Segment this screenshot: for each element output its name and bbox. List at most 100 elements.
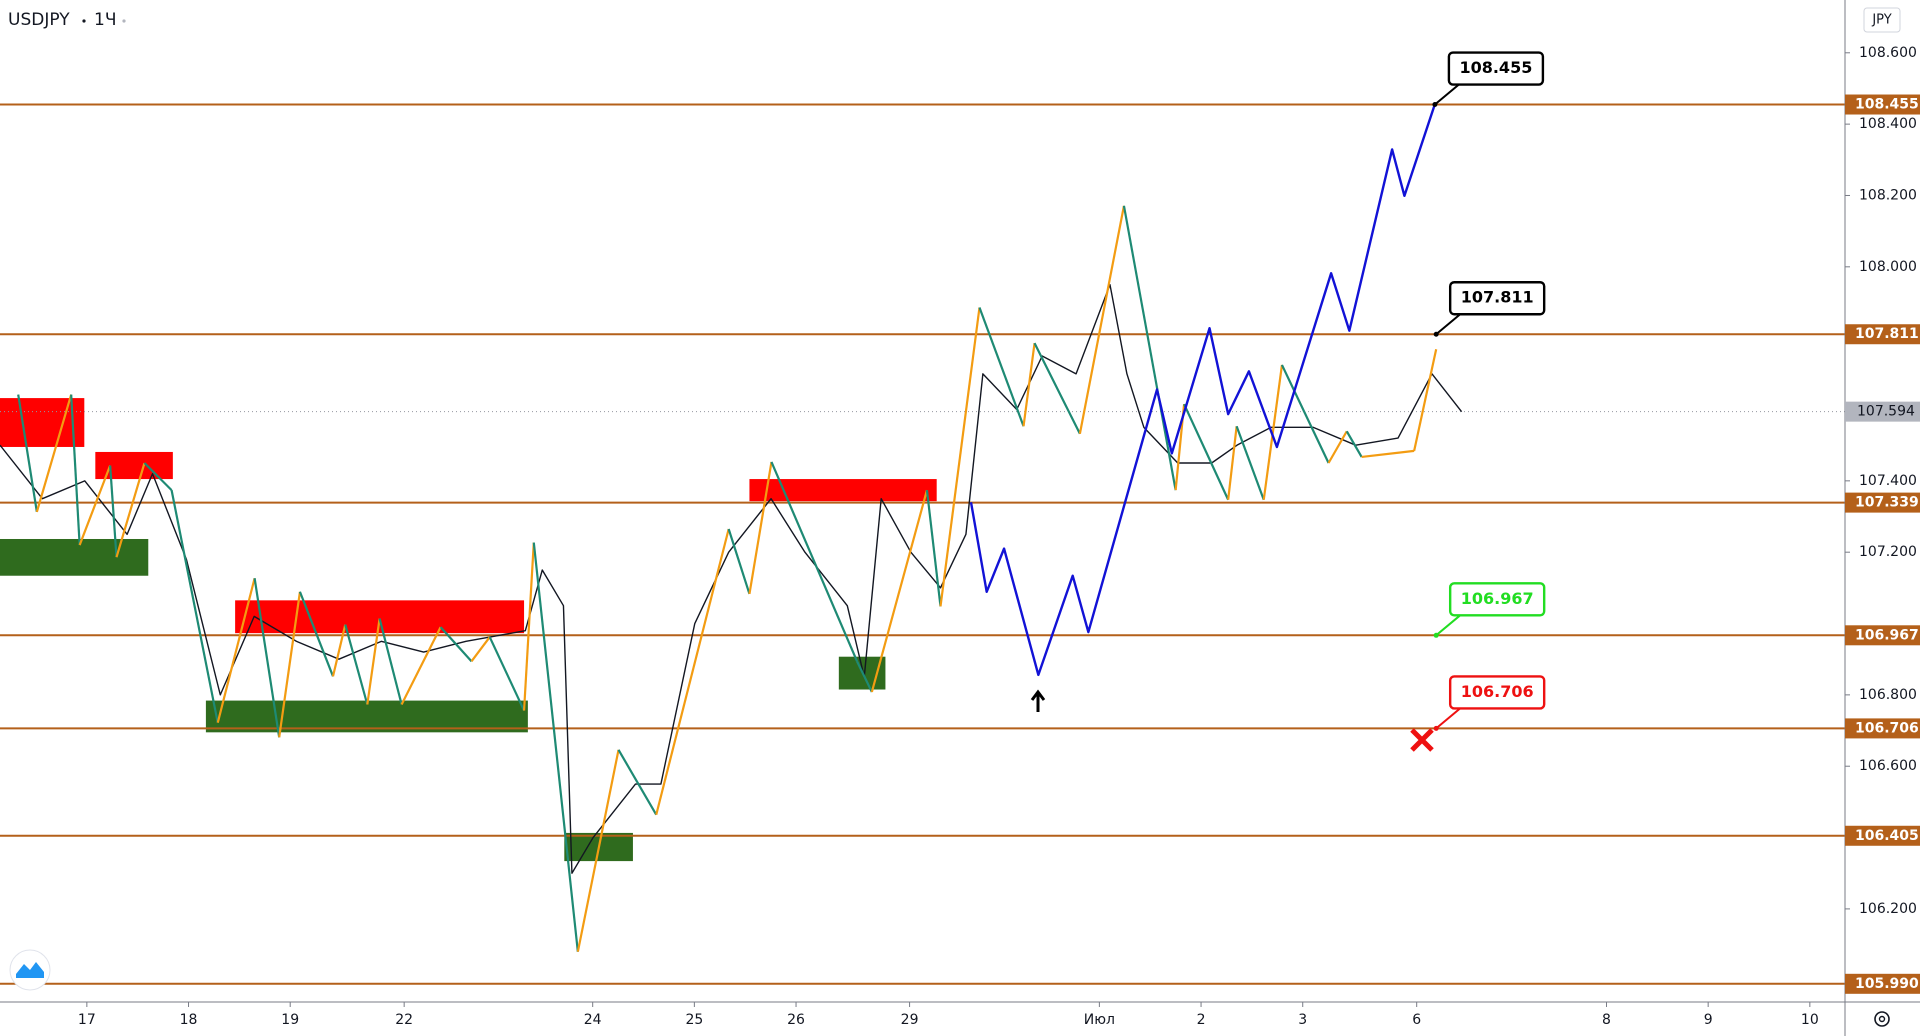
level-label: 105.990: [1855, 976, 1919, 992]
callout-label: 108.455: [1459, 58, 1532, 77]
logo-icon[interactable]: [16, 962, 44, 978]
x-tick-label: 19: [281, 1012, 299, 1028]
zigzag-leg: [17, 394, 38, 513]
currency-box[interactable]: [1863, 7, 1901, 33]
zigzag-leg: [488, 636, 526, 712]
level-tag: [1845, 324, 1920, 345]
y-tick-label: 108.000: [1859, 259, 1917, 275]
x-tick-label: 26: [787, 1012, 805, 1028]
level-label: 107.811: [1855, 326, 1919, 342]
y-tick-label: 108.600: [1859, 45, 1917, 61]
callout-label: 106.967: [1461, 589, 1534, 608]
last-price-tag: [1845, 401, 1920, 422]
y-tick-label: 106.200: [1859, 901, 1917, 917]
zigzag-leg: [143, 462, 173, 491]
x-tick-label: 3: [1298, 1012, 1307, 1028]
projection-line: [969, 103, 1437, 677]
zigzag-leg: [344, 624, 369, 705]
x-tick-label: 25: [685, 1012, 703, 1028]
zigzag-leg: [298, 591, 335, 677]
zigzag-leg: [1235, 425, 1265, 501]
price-line: [0, 283, 1463, 874]
x-tick-label: 8: [1602, 1012, 1611, 1028]
zigzag-leg: [1327, 430, 1348, 464]
zigzag-leg: [1122, 205, 1177, 491]
callout-box: [1448, 281, 1546, 316]
zigzag-leg: [576, 749, 620, 952]
zigzag-leg: [655, 528, 730, 815]
zigzag-leg: [1033, 342, 1081, 435]
level-label: 107.339: [1855, 495, 1919, 511]
zigzag-leg: [331, 624, 347, 677]
zigzag-leg: [939, 307, 981, 607]
settings[interactable]: [1874, 1011, 1890, 1027]
zigzag-leg: [378, 618, 403, 705]
level-tag: [1845, 973, 1920, 994]
zigzag-leg: [35, 394, 73, 513]
y-tick-label: 107.200: [1859, 544, 1917, 560]
arrow-marker: [1030, 689, 1046, 712]
callout-box: [1448, 675, 1546, 710]
zigzag-leg: [439, 626, 473, 663]
y-tick-label: 108.400: [1859, 116, 1917, 132]
interval: 1Ч: [94, 10, 116, 30]
zigzag-leg: [70, 394, 81, 546]
zigzag-leg: [1183, 403, 1230, 501]
zone: [0, 538, 149, 576]
callout-label: 106.706: [1461, 682, 1534, 701]
x-tick-label: 10: [1801, 1012, 1819, 1028]
zigzag-leg: [400, 626, 442, 705]
zigzag-leg: [925, 489, 942, 607]
plot: 108.455 107.811 106.967 106.706: [0, 51, 1845, 985]
zigzag-leg: [1227, 426, 1238, 500]
zigzag-leg: [522, 542, 535, 711]
x-tick-label: 17: [78, 1012, 96, 1028]
zone: [235, 600, 525, 634]
zone: [205, 700, 528, 733]
zigzag-leg: [727, 528, 751, 595]
zigzag-leg: [748, 461, 773, 595]
zigzag-leg: [856, 660, 873, 693]
level-label: 106.967: [1855, 627, 1919, 643]
y-tick-label: 107.400: [1859, 473, 1917, 489]
level-tag: [1845, 625, 1920, 646]
zigzag-leg: [78, 465, 112, 546]
separator: [82, 19, 86, 23]
zigzag-leg: [470, 636, 491, 663]
level-tag: [1845, 718, 1920, 739]
logo[interactable]: [9, 949, 51, 991]
x-tick-label: 18: [180, 1012, 198, 1028]
callout-box: [1447, 51, 1545, 86]
x-tick-label: 22: [395, 1012, 413, 1028]
zigzag-leg: [366, 618, 381, 705]
zigzag-leg: [170, 489, 219, 723]
symbol: USDJPY: [8, 10, 70, 30]
level-label: 108.455: [1855, 97, 1919, 113]
x-tick-label: 2: [1197, 1012, 1206, 1028]
cross-marker: [1410, 728, 1434, 752]
x-tick-label: 29: [901, 1012, 919, 1028]
separator: [122, 19, 126, 23]
x-tick-label: Июл: [1084, 1012, 1115, 1028]
zone: [749, 479, 937, 502]
callout-box: [1448, 582, 1546, 617]
last-price-label: 107.594: [1857, 404, 1915, 420]
currency[interactable]: JPY: [1871, 13, 1891, 28]
x-tick-label: 6: [1412, 1012, 1421, 1028]
x-tick-label: 9: [1704, 1012, 1713, 1028]
zigzag-leg: [278, 591, 302, 738]
zone: [0, 398, 85, 447]
zigzag-leg: [1280, 364, 1330, 464]
y-tick-label: 108.200: [1859, 187, 1917, 203]
zigzag-leg: [1413, 348, 1438, 452]
x-tick-label: 24: [584, 1012, 602, 1028]
y-tick-label: 106.800: [1859, 687, 1917, 703]
zigzag-leg: [1262, 364, 1284, 500]
zigzag-leg: [109, 465, 118, 558]
zigzag-leg: [1078, 205, 1126, 434]
gear-icon[interactable]: [1874, 1011, 1890, 1027]
gear-hub[interactable]: [1878, 1015, 1886, 1023]
callout-label: 107.811: [1461, 288, 1534, 307]
